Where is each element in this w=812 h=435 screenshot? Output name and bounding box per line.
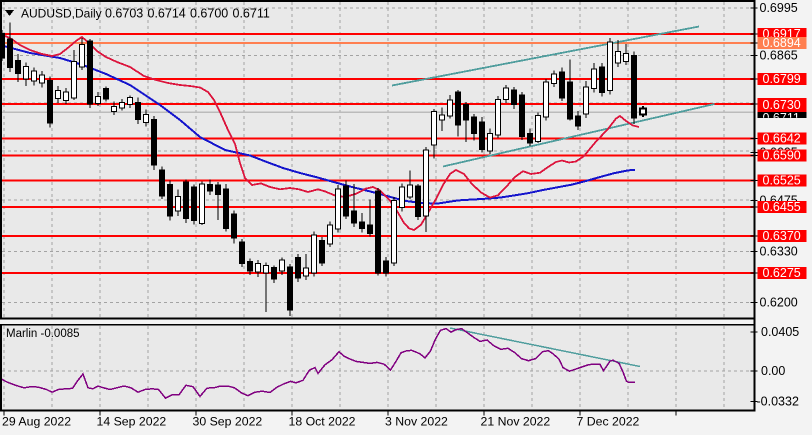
svg-text:0.6455: 0.6455	[763, 200, 801, 214]
svg-text:0.6275: 0.6275	[763, 266, 801, 280]
svg-text:18 Oct 2022: 18 Oct 2022	[289, 415, 356, 429]
svg-text:0.6590: 0.6590	[763, 149, 801, 163]
svg-text:0.6711: 0.6711	[233, 7, 270, 21]
svg-text:AUDUSD,Daily: AUDUSD,Daily	[21, 7, 102, 21]
svg-text:7 Dec 2022: 7 Dec 2022	[577, 415, 640, 429]
svg-text:0.6799: 0.6799	[763, 72, 801, 86]
svg-text:0.6525: 0.6525	[763, 174, 801, 188]
svg-text:0.6370: 0.6370	[763, 229, 801, 243]
svg-text:0.6714: 0.6714	[148, 7, 186, 21]
svg-text:0.6200: 0.6200	[760, 296, 798, 310]
svg-text:Marlin -0.0085: Marlin -0.0085	[6, 328, 80, 340]
svg-text:0.6703: 0.6703	[105, 7, 143, 21]
svg-text:0.6995: 0.6995	[760, 1, 798, 15]
svg-text:29 Aug 2022: 29 Aug 2022	[2, 415, 71, 429]
svg-text:0.6894: 0.6894	[763, 36, 801, 50]
svg-text:0.6700: 0.6700	[190, 7, 228, 21]
svg-text:0.6711: 0.6711	[763, 111, 800, 125]
svg-text:0.6642: 0.6642	[763, 132, 801, 146]
svg-text:30 Sep 2022: 30 Sep 2022	[193, 415, 263, 429]
svg-text:-0.0332: -0.0332	[757, 395, 799, 409]
svg-text:0.6865: 0.6865	[760, 49, 798, 63]
svg-text:21 Nov 2022: 21 Nov 2022	[481, 415, 551, 429]
svg-text:0.6330: 0.6330	[760, 245, 798, 259]
svg-text:0.00: 0.00	[761, 364, 785, 378]
svg-text:0.0405: 0.0405	[761, 325, 799, 339]
svg-text:0.6730: 0.6730	[763, 98, 801, 112]
svg-text:14 Sep 2022: 14 Sep 2022	[97, 415, 167, 429]
svg-text:3 Nov 2022: 3 Nov 2022	[385, 415, 448, 429]
